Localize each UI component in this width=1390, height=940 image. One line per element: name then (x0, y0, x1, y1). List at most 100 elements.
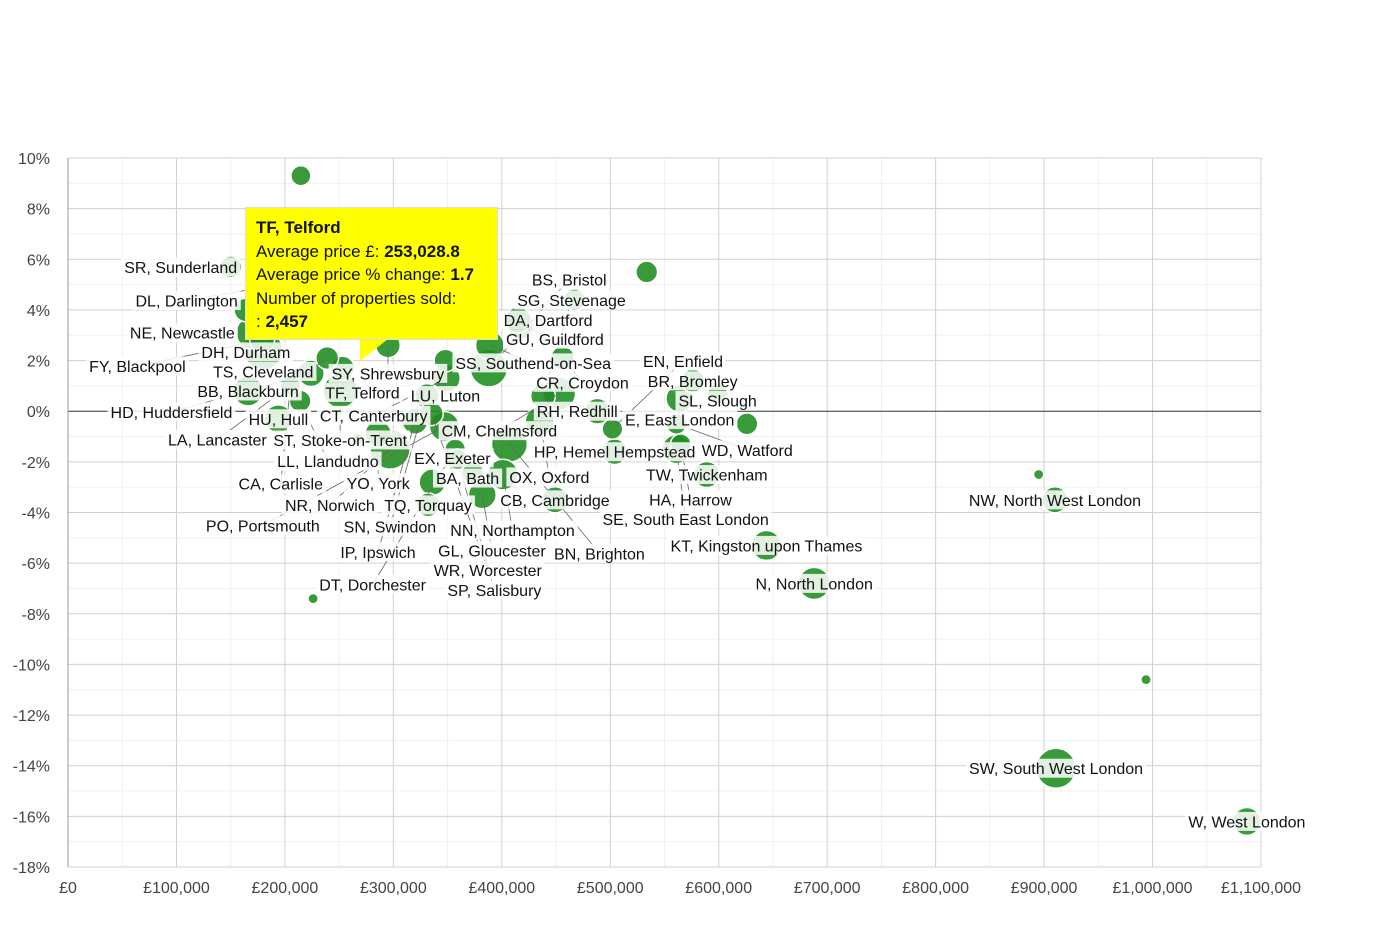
bubble-label: N, North London (755, 576, 872, 593)
label-background (411, 448, 494, 468)
y-tick-label: -12% (13, 708, 50, 725)
x-tick-label: £900,000 (1011, 880, 1078, 897)
label-background (667, 535, 866, 555)
y-tick-label: 4% (27, 303, 50, 320)
y-tick-label: -6% (22, 556, 50, 573)
bubble-label: LU, Luton (411, 389, 480, 406)
bubble-labels-layer: NW, North West London SW, South West Lond… (86, 257, 1309, 831)
label-background (316, 405, 431, 425)
label-background (551, 543, 648, 563)
label-background (1185, 811, 1309, 831)
bubble-label: WR, Worcester (434, 563, 543, 580)
y-tick-label: -14% (13, 759, 50, 776)
label-background (497, 490, 613, 510)
bubble-label: CT, Canterbury (320, 408, 428, 425)
tooltip-title: TF, Telford (256, 218, 341, 237)
bubble-label: SE, South East London (602, 512, 768, 529)
label-background (121, 257, 241, 277)
tooltip-sold-value: 2,457 (265, 312, 309, 331)
bubble (735, 412, 759, 436)
axis-ticks: £0 £100,000 £200,000 £300,000 £400,000 £500,0… (13, 151, 1302, 897)
bubble-label: IP, Ipswich (340, 545, 415, 562)
bubble-label: BA, Bath (436, 471, 499, 488)
bubble-label: GL, Gloucester (438, 543, 546, 560)
label-background (438, 421, 561, 441)
bubble-label: ST, Stoke-on-Trent (273, 433, 407, 450)
bubble-label: BS, Bristol (532, 273, 607, 290)
y-tick-label: 10% (18, 151, 50, 168)
bubble-label: SP, Salisbury (447, 583, 541, 600)
bubble-label: HA, Harrow (649, 493, 732, 510)
bubble-label: CA, Carlisle (239, 477, 324, 494)
bubble-label: SL, Slough (679, 393, 757, 410)
y-tick-label: -18% (13, 860, 50, 877)
tooltip-sold-label: Number of properties sold: (256, 288, 457, 308)
bubble-label: CM, Chelmsford (442, 424, 558, 441)
x-tick-label: £600,000 (685, 880, 752, 897)
tooltip: TF, Telford Average price £: 253,028.8 A… (245, 207, 498, 340)
label-background (599, 509, 772, 529)
x-tick-label: £0 (59, 880, 77, 897)
bubble-label: SG, Stevenage (517, 293, 626, 310)
tooltip-price-label: Average price £: (256, 241, 380, 261)
x-tick-label: £800,000 (902, 880, 969, 897)
label-background (209, 361, 317, 381)
label-background (533, 401, 621, 421)
bubble-label: HD, Huddersfield (111, 405, 233, 422)
bubble-label: YO, York (347, 476, 411, 493)
bubble-label: LA, Lancaster (168, 433, 267, 450)
label-background (322, 382, 403, 402)
label-background (500, 310, 596, 330)
label-background (328, 363, 448, 383)
label-background (270, 430, 411, 450)
bubble-label: TW, Twickenham (646, 468, 768, 485)
tooltip-price-value: 253,028.8 (384, 241, 460, 261)
label-background (514, 290, 629, 310)
x-tick-label: £300,000 (360, 880, 427, 897)
x-tick-label: £1,100,000 (1221, 880, 1301, 897)
label-background (447, 520, 578, 540)
x-tick-label: £500,000 (577, 880, 644, 897)
label-background (245, 409, 312, 429)
label-background (316, 574, 429, 594)
bubble-label: TQ, Torquay (384, 498, 472, 515)
label-background (966, 758, 1147, 778)
label-background (644, 371, 741, 391)
label-background (643, 465, 771, 485)
label-background (343, 473, 413, 493)
bubble-label: DL, Darlington (135, 294, 237, 311)
x-tick-label: £200,000 (252, 880, 319, 897)
y-tick-label: 6% (27, 252, 50, 269)
bubble-label: BR, Bromley (648, 374, 738, 391)
bubble (635, 260, 659, 284)
tooltip-change-label: Average price % change: (256, 265, 446, 284)
bubble-label: NN, Northampton (450, 523, 575, 540)
bubble-label: CR, Croydon (536, 375, 628, 392)
label-background (281, 495, 378, 515)
label-background (86, 356, 189, 376)
bubble-label: LL, Llandudno (277, 454, 379, 471)
bubble-label: E, East London (625, 413, 734, 430)
label-background (646, 490, 735, 510)
bubble-label: NW, North West London (969, 493, 1141, 510)
bubble-label: OX, Oxford (509, 470, 589, 487)
bubble-label: NR, Norwich (285, 498, 375, 515)
label-background (528, 270, 610, 290)
label-background (165, 430, 270, 450)
x-tick-label: £700,000 (794, 880, 861, 897)
bubble-label: GU, Guildford (506, 332, 604, 349)
bubble-label: SY, Shrewsbury (332, 366, 445, 383)
bubble-label: RH, Redhill (537, 404, 618, 421)
x-tick-label: £1,000,000 (1113, 880, 1193, 897)
bubble-label: W, West London (1188, 814, 1305, 831)
label-background (435, 540, 549, 560)
bubble (1140, 673, 1152, 686)
bubble-label: DH, Durham (201, 345, 290, 362)
label-background (502, 329, 607, 349)
bubble-label: SR, Sunderland (124, 260, 237, 277)
label-background (274, 451, 382, 471)
x-tick-label: £400,000 (468, 880, 535, 897)
y-tick-label: 0% (27, 404, 50, 421)
bubble (290, 164, 312, 187)
y-tick-label: -8% (22, 607, 50, 624)
